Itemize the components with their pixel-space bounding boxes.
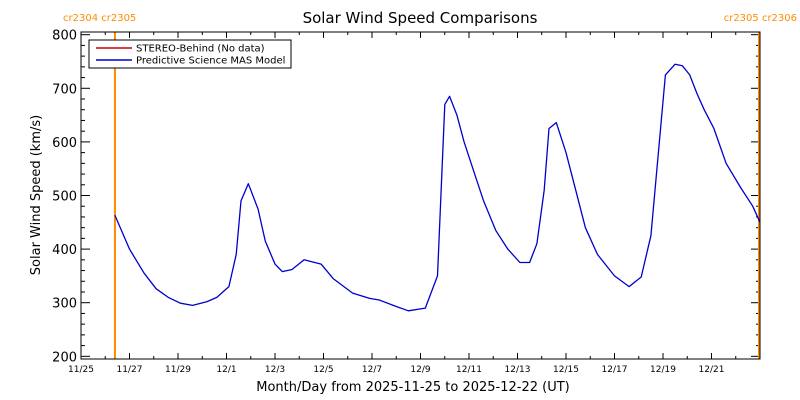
y-tick-label: 300	[52, 297, 77, 312]
y-tick-label: 800	[52, 29, 77, 44]
carrington-label-left: cr2304 cr2305	[63, 13, 136, 24]
y-tick-label: 500	[52, 190, 77, 205]
x-tick-label: 12/17	[602, 365, 628, 375]
plot-frame	[80, 31, 761, 360]
y-tick-label: 600	[52, 136, 77, 151]
x-tick-label: 11/29	[165, 365, 191, 375]
x-tick-label: 12/1	[216, 365, 236, 375]
x-tick-label: 12/19	[650, 365, 676, 375]
y-tick-label: 700	[52, 82, 77, 97]
x-tick-label: 12/21	[699, 365, 725, 375]
x-tick-label: 12/5	[313, 365, 333, 375]
y-axis-label: Solar Wind Speed (km/s)	[29, 115, 44, 275]
y-tick-label: 400	[52, 243, 77, 258]
chart-title: Solar Wind Speed Comparisons	[303, 9, 538, 27]
x-tick-label: 11/27	[117, 365, 143, 375]
legend-box	[88, 39, 292, 69]
x-tick-label: 11/25	[68, 365, 94, 375]
carrington-markers: cr2304 cr2305 cr2305 cr2306	[63, 13, 797, 359]
x-tick-label: 12/13	[505, 365, 531, 375]
x-tick-label: 12/3	[265, 365, 285, 375]
y-axis: 200 300 400 500 600 700 800	[52, 29, 760, 365]
carrington-label-right: cr2305 cr2306	[724, 13, 797, 24]
legend-label-model: Predictive Science MAS Model	[136, 56, 285, 67]
x-tick-label: 12/7	[362, 365, 382, 375]
legend-label-stereo: STEREO-Behind (No data)	[136, 44, 265, 55]
x-tick-label: 12/15	[553, 365, 579, 375]
x-tick-label: 12/11	[456, 365, 482, 375]
x-tick-label: 12/9	[410, 365, 430, 375]
x-axis-label: Month/Day from 2025-11-25 to 2025-12-22 …	[256, 380, 569, 395]
legend: STEREO-Behind (No data) Predictive Scien…	[88, 39, 292, 69]
y-tick-label: 200	[52, 350, 77, 365]
x-axis: 11/25 11/27 11/29 12/1 12/3 12/5 12/7 12/9 12/11…	[68, 32, 761, 375]
series-line-mas-model	[114, 63, 761, 312]
